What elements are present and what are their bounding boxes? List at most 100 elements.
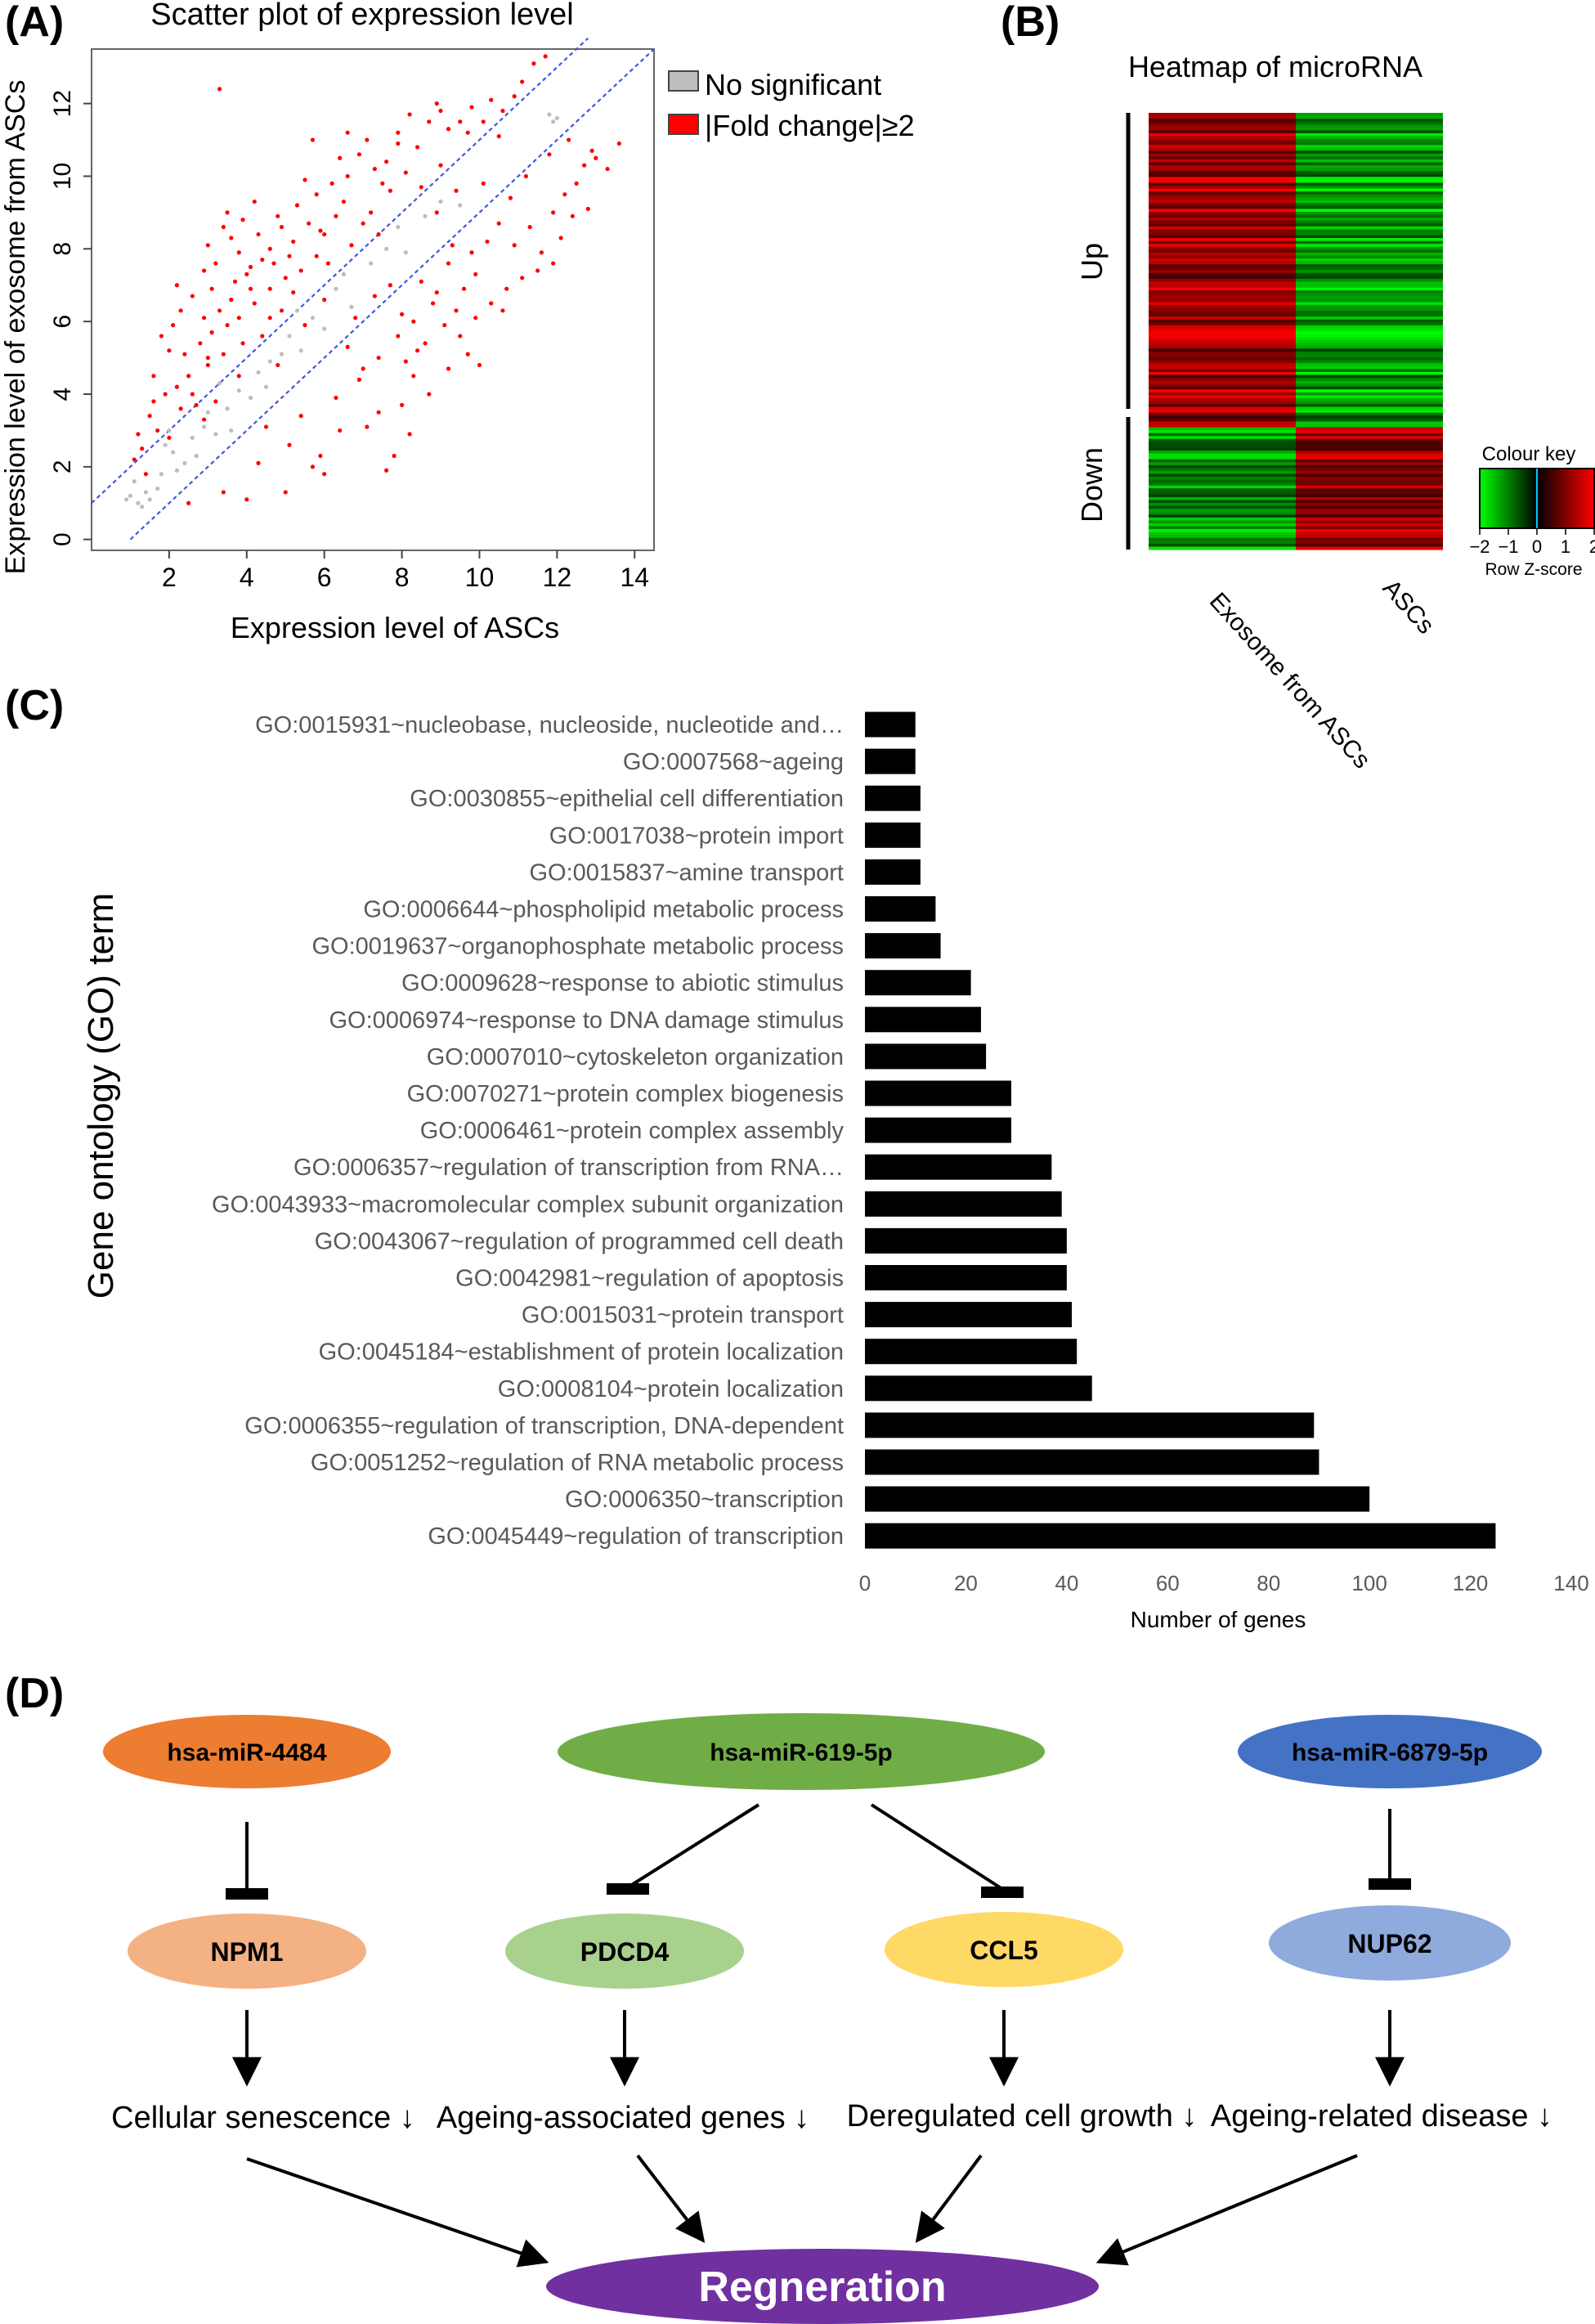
scatter-x-tick-label: 8 <box>395 563 410 592</box>
heatmap-cell <box>1149 293 1296 297</box>
heatmap-cell <box>1296 194 1443 198</box>
go-bar <box>865 1080 1011 1106</box>
heatmap-cell <box>1149 442 1296 446</box>
heatmap-cell <box>1149 447 1296 451</box>
scatter-point-fold-change <box>523 173 529 179</box>
heatmap-group-up: Up <box>1075 243 1109 280</box>
mirna-node-hsa-mir-619-5p <box>558 1713 1045 1790</box>
heatmap-cell <box>1296 115 1443 119</box>
scatter-point-fold-change <box>341 199 347 204</box>
heatmap-cell <box>1296 328 1443 332</box>
scatter-point-fold-change <box>225 210 230 215</box>
heatmap-cell <box>1149 328 1296 332</box>
heatmap-cell <box>1296 418 1443 422</box>
heatmap-cell <box>1296 168 1443 172</box>
heatmap-cell <box>1296 246 1443 250</box>
heatmap-cell <box>1296 436 1443 440</box>
heatmap-cell <box>1149 543 1296 548</box>
scatter-point-fold-change <box>338 428 343 433</box>
heatmap-cell <box>1296 267 1443 271</box>
heatmap-cell <box>1149 209 1296 213</box>
scatter-point-fold-change <box>291 290 296 295</box>
scatter-point-fold-change <box>178 406 183 411</box>
heatmap-cell <box>1296 494 1443 498</box>
heatmap-cell <box>1296 119 1443 123</box>
heatmap-cell <box>1149 278 1296 283</box>
heatmap-group-down: Down <box>1075 447 1109 523</box>
heatmap-cell <box>1149 514 1296 518</box>
heatmap-cell <box>1296 162 1443 166</box>
scatter-point-fold-change <box>469 105 474 110</box>
go-bar <box>865 1117 1011 1143</box>
scatter-point-fold-change <box>361 221 365 226</box>
scatter-point-fold-change <box>585 206 590 212</box>
scatter-point-no-significant <box>396 225 401 230</box>
scatter-point-fold-change <box>446 366 451 371</box>
heatmap-cell <box>1296 322 1443 326</box>
scatter-point-fold-change <box>190 294 195 298</box>
scatter-point-fold-change <box>465 130 470 135</box>
scatter-point-fold-change <box>159 334 164 339</box>
scatter-point-fold-change <box>574 181 579 186</box>
scatter-point-fold-change <box>356 152 361 157</box>
scatter-point-fold-change <box>461 286 467 291</box>
go-bar <box>865 1449 1319 1475</box>
scatter-point-fold-change <box>349 243 354 248</box>
scatter-point-fold-change <box>481 181 486 186</box>
scatter-point-fold-change <box>407 112 412 117</box>
scatter-point-fold-change <box>267 316 272 321</box>
target-node-npm1 <box>128 1913 366 1989</box>
heatmap-cell <box>1296 177 1443 181</box>
scatter-point-fold-change <box>167 435 172 440</box>
colour-key-tick-label: 1 <box>1561 536 1570 557</box>
scatter-x-axis-label: Expression level of ASCs <box>231 611 559 644</box>
heatmap-cell <box>1149 392 1296 396</box>
heatmap-cell <box>1149 276 1296 280</box>
go-x-tick-label: 80 <box>1257 1571 1280 1595</box>
heatmap-cell <box>1149 459 1296 463</box>
go-category-label: GO:0006644~phospholipid metabolic proces… <box>363 897 844 923</box>
heatmap-cell <box>1296 121 1443 125</box>
heatmap-cell <box>1149 267 1296 271</box>
scatter-point-fold-change <box>325 261 331 266</box>
heatmap-cell <box>1296 424 1443 428</box>
heatmap-cell <box>1296 278 1443 283</box>
scatter-x-tick-label: 12 <box>543 563 572 592</box>
scatter-point-fold-change <box>244 271 249 277</box>
go-bar <box>865 1375 1092 1402</box>
scatter-point-fold-change <box>236 316 241 321</box>
heatmap-cell <box>1296 392 1443 396</box>
heatmap-cell <box>1149 147 1296 151</box>
scatter-point-fold-change <box>372 294 377 298</box>
scatter-point-fold-change <box>182 352 187 357</box>
colour-key-tick-label: −1 <box>1498 536 1518 557</box>
heatmap-cell <box>1296 165 1443 169</box>
scatter-point-no-significant <box>171 450 176 455</box>
scatter-point-fold-change <box>205 243 210 248</box>
heatmap-cell <box>1296 397 1443 402</box>
heatmap-cell <box>1149 537 1296 541</box>
go-bar <box>865 785 921 811</box>
heatmap-cell <box>1149 505 1296 509</box>
heatmap-cell <box>1296 520 1443 524</box>
heatmap-cell <box>1149 485 1296 489</box>
heatmap-cell <box>1296 412 1443 416</box>
heatmap-cell <box>1296 296 1443 300</box>
scatter-point-fold-change <box>589 148 594 153</box>
go-y-axis-label: Gene ontology (GO) term <box>81 893 121 1299</box>
heatmap-cell <box>1296 212 1443 216</box>
inhibition-edge-mir4484-npm1 <box>226 1822 268 1900</box>
scatter-point-fold-change <box>380 181 385 186</box>
heatmap-cell <box>1296 500 1443 504</box>
scatter-point-fold-change <box>283 490 288 495</box>
scatter-point-fold-change <box>236 374 241 379</box>
go-bar <box>865 1339 1078 1365</box>
scatter-point-fold-change <box>496 134 501 139</box>
scatter-x-tick-label: 14 <box>620 563 649 592</box>
scatter-point-fold-change <box>151 399 156 404</box>
heatmap-cell <box>1149 369 1296 373</box>
scatter-point-no-significant <box>279 352 285 357</box>
scatter-reference-line-0 <box>91 37 589 505</box>
colour-key-tick-label: 2 <box>1589 536 1595 557</box>
scatter-point-fold-change <box>217 87 222 92</box>
